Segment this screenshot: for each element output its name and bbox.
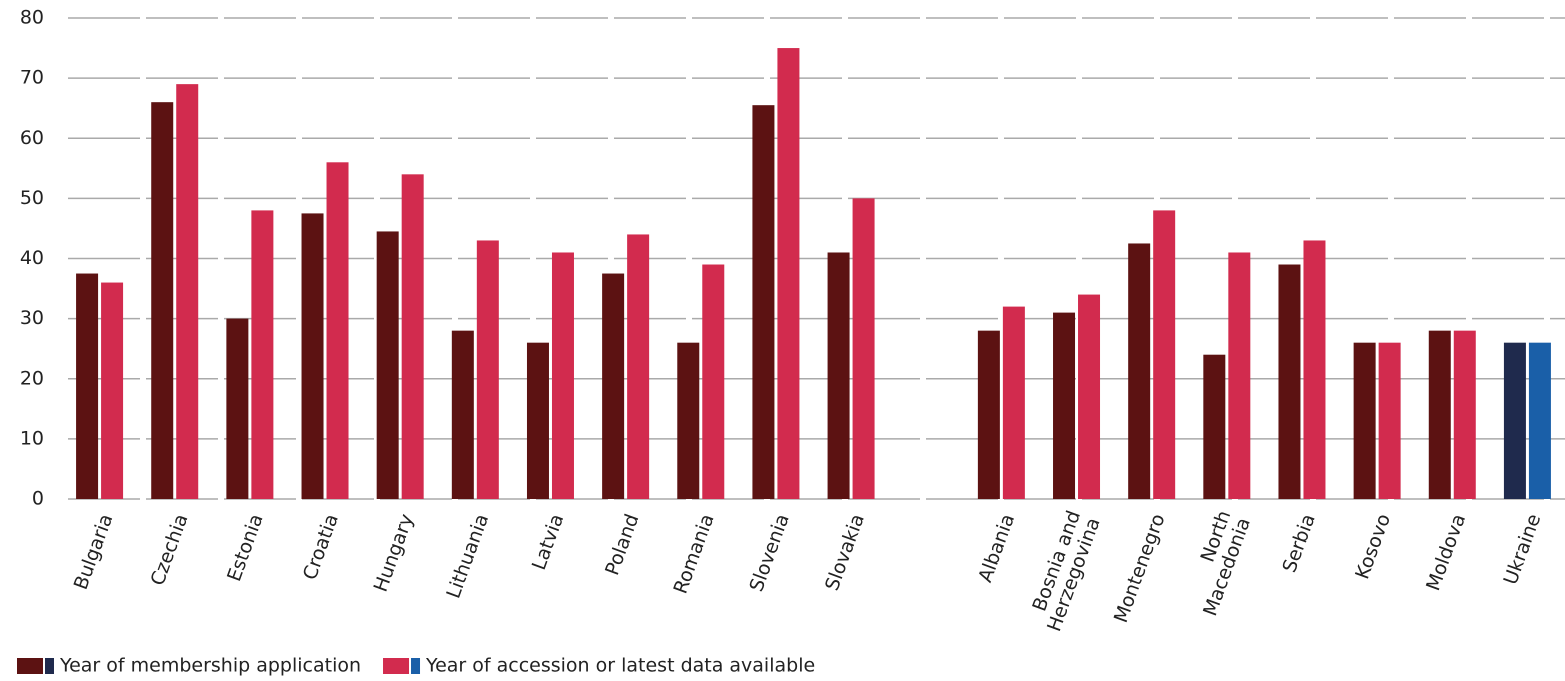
- bar: [251, 210, 274, 499]
- x-tick-label: Slovakia: [821, 511, 869, 593]
- x-tick-label: Kosovo: [1351, 511, 1395, 582]
- x-tick-label: Montenegro: [1110, 511, 1170, 626]
- x-tick-label: Czechia: [146, 511, 192, 588]
- x-tick-label: Serbia: [1278, 511, 1319, 575]
- bar: [627, 234, 650, 499]
- x-tick-label: Estonia: [223, 511, 268, 584]
- bar: [76, 273, 99, 499]
- legend-swatch: [45, 658, 54, 674]
- y-tick-label: 10: [20, 427, 44, 449]
- bar: [852, 198, 875, 499]
- legend-swatch: [383, 658, 410, 674]
- y-tick-label: 50: [20, 187, 44, 209]
- bar: [451, 330, 474, 499]
- x-tick-label: Bulgaria: [70, 511, 118, 593]
- bar: [551, 252, 574, 499]
- x-tick-label: North Macedonia: [1177, 507, 1255, 624]
- bar: [301, 213, 324, 499]
- bar: [1203, 354, 1226, 499]
- y-tick-label: 0: [32, 488, 44, 510]
- bar: [326, 162, 349, 500]
- y-tick-label: 60: [20, 127, 44, 149]
- bar: [401, 174, 424, 499]
- y-tick-label: 80: [20, 7, 44, 29]
- bar: [602, 273, 625, 499]
- bar: [1228, 252, 1251, 499]
- bar: [1378, 342, 1401, 499]
- x-tick-label: Ukraine: [1500, 511, 1546, 587]
- x-tick-label: Albania: [974, 511, 1019, 585]
- legend-label: Year of accession or latest data availab…: [425, 655, 815, 677]
- bar: [1453, 330, 1476, 499]
- bar: [1528, 342, 1551, 499]
- bar: [1503, 342, 1526, 499]
- bar: [677, 342, 700, 499]
- x-tick-label: Romania: [670, 511, 719, 597]
- bar: [1278, 264, 1301, 499]
- bar: [1053, 312, 1076, 499]
- bar: [226, 318, 249, 499]
- bar: [1078, 294, 1101, 499]
- x-tick-label: Poland: [601, 511, 643, 578]
- x-tick-label: Croatia: [299, 511, 343, 583]
- bar: [176, 84, 199, 499]
- x-tick-label: Lithuania: [442, 511, 493, 601]
- bar: [151, 102, 174, 500]
- bar: [1153, 210, 1176, 499]
- x-tick-label: Latvia: [528, 511, 568, 573]
- y-tick-label: 30: [20, 307, 44, 329]
- y-tick-label: 70: [20, 67, 44, 89]
- bar: [702, 264, 725, 499]
- bar: [476, 240, 499, 499]
- bar: [1428, 330, 1451, 499]
- x-tick-label: Bosnia and Herzegovina: [1021, 507, 1104, 640]
- legend-label: Year of membership application: [59, 655, 361, 677]
- legend-swatch: [17, 658, 43, 674]
- x-tick-label: Hungary: [370, 511, 418, 595]
- bar: [752, 105, 775, 500]
- bar: [1128, 243, 1151, 499]
- bar: [101, 282, 124, 499]
- bar: [1353, 342, 1376, 499]
- bar: [827, 252, 850, 499]
- y-tick-label: 40: [20, 247, 44, 269]
- bar: [777, 48, 800, 499]
- bar: [977, 330, 1000, 499]
- bar: [526, 342, 549, 499]
- y-tick-label: 20: [20, 367, 44, 389]
- x-tick-label: Moldova: [1422, 511, 1470, 594]
- bar: [376, 231, 399, 499]
- bar: [1002, 306, 1025, 499]
- bar: [1303, 240, 1326, 499]
- x-tick-label: Slovenia: [745, 511, 793, 595]
- legend-swatch: [411, 658, 421, 674]
